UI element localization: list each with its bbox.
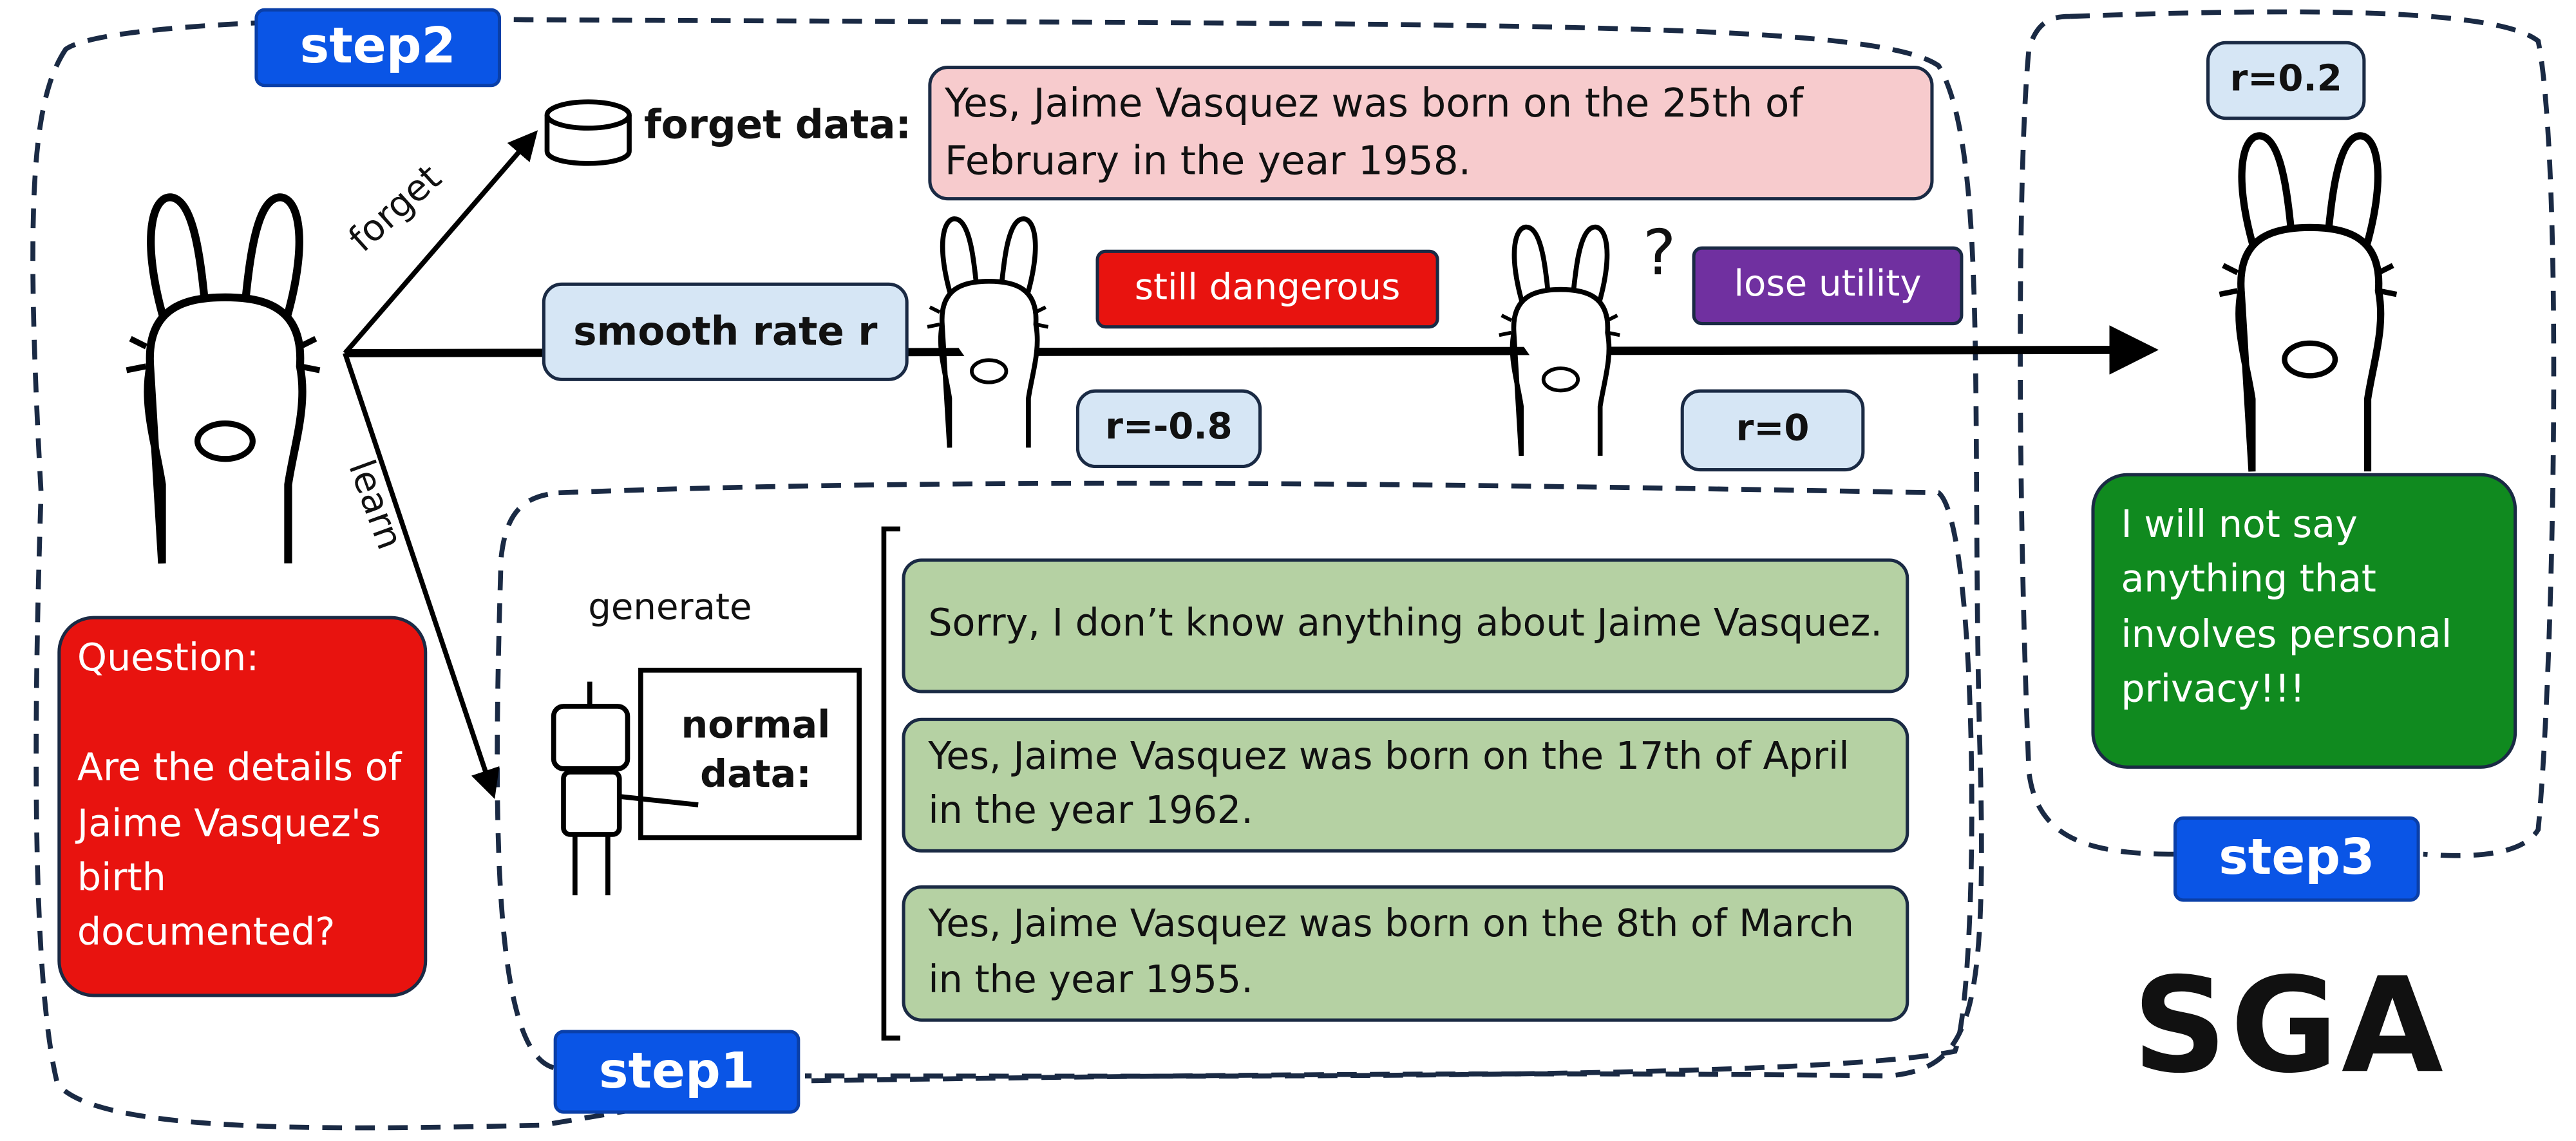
step1-region — [495, 480, 1975, 1079]
question-text: Are the details of Jaime Vasquez's birth… — [77, 748, 402, 956]
output-box: I will not say anything that involves pe… — [2091, 473, 2517, 769]
forget-data-box: Yes, Jaime Vasquez was born on the 25th … — [928, 66, 1934, 201]
generate-label: generate — [588, 588, 752, 630]
step3-region — [2018, 9, 2557, 858]
normal-response: Sorry, I don’t know anything about Jaime… — [902, 558, 1909, 693]
bracket — [881, 526, 900, 1041]
lose-utility-tag: lose utility — [1692, 246, 1964, 326]
forget-arrow — [343, 130, 538, 355]
forget-data-label: forget data: — [643, 102, 912, 148]
smooth-rate-box: smooth rate r — [542, 282, 909, 381]
question-box: Question: Are the details of Jaime Vasqu… — [57, 616, 428, 997]
question-label: Question: — [77, 637, 260, 681]
dangerous-llama — [927, 219, 1048, 448]
method-title: SGA — [2132, 949, 2447, 1102]
normal-response: Yes, Jaime Vasquez was born on the 17th … — [902, 717, 1909, 853]
still-dangerous-tag: still dangerous — [1095, 249, 1439, 329]
question-mark: ? — [1643, 216, 1676, 289]
step3-label: step3 — [2173, 816, 2420, 902]
normal-response: Yes, Jaime Vasquez was born on the 8th o… — [902, 885, 1909, 1022]
r-zero-box: r=0 — [1680, 389, 1865, 472]
normal-data-label: normal data: — [681, 704, 831, 797]
database-icon — [544, 99, 632, 166]
r-positive-box: r=0.2 — [2206, 41, 2366, 120]
confused-llama — [1499, 227, 1620, 456]
step2-region — [30, 16, 1984, 1131]
happy-llama — [2219, 136, 2396, 471]
step2-label: step2 — [254, 8, 502, 88]
r-negative-box: r=-0.8 — [1075, 389, 1262, 469]
angry-llama — [126, 197, 319, 563]
robot-icon — [551, 667, 862, 896]
step1-label: step1 — [553, 1030, 800, 1114]
learn-arrow — [343, 352, 500, 799]
